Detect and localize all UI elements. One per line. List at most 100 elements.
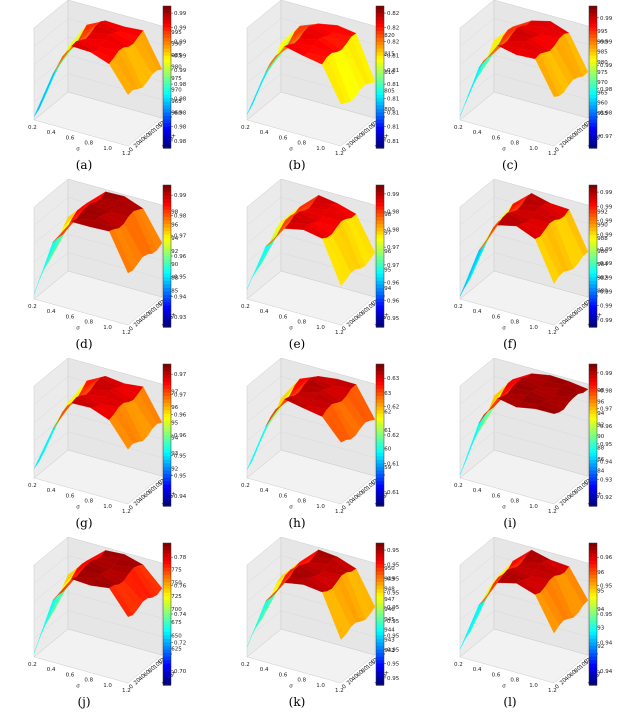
colorbar-band (163, 140, 171, 146)
colorbar-band (163, 667, 171, 672)
colorbar-band (376, 263, 384, 268)
colorbar-band (376, 37, 384, 43)
colorbar-band (163, 438, 171, 443)
colorbar-band (163, 34, 171, 39)
x-tick-label: 0.2 (454, 483, 463, 489)
subplot-caption: (e) (288, 337, 306, 351)
colorbar-band (163, 130, 171, 135)
colorbar-band (589, 560, 597, 565)
z-tick-label: 0.90 (166, 262, 179, 268)
colorbar-tick-label: 0.95 (387, 648, 400, 654)
colorbar-band (589, 424, 597, 429)
subplot-h: 0.63 0.62 0.61 0.60 0.59 0.2 0.4 0.6 0.8 1.0 1.2 σ 0… (213, 358, 426, 537)
x-tick-label: 0.8 (297, 678, 306, 684)
x-tick-label: 0.2 (454, 125, 463, 131)
z-tick-label: 0.943 (379, 638, 395, 644)
x-tick-label: 1.2 (335, 151, 344, 157)
subplot-caption: (b) (288, 158, 306, 172)
colorbar-band (163, 270, 171, 275)
colorbar-tick-label: 0.61 (387, 490, 399, 496)
colorbar-band (589, 195, 597, 200)
colorbar-tick-label: 0.95 (387, 676, 400, 682)
z-tick-label: 0.59 (379, 465, 392, 471)
colorbar-band (163, 653, 171, 658)
colorbar-band (589, 312, 597, 317)
colorbar-band (589, 589, 597, 594)
y-tick-label: 80 (148, 486, 158, 496)
colorbar-band (589, 574, 597, 580)
z-tick-label: 0.88 (166, 275, 179, 281)
colorbar-band (376, 273, 384, 278)
colorbar-band (589, 202, 597, 207)
colorbar-tick-label: 0.98 (174, 125, 187, 131)
colorbar-band (163, 263, 171, 268)
colorbar-band (376, 466, 384, 472)
z-tick-label: 0.805 (379, 88, 395, 94)
surface-plot-9: 0.98 0.96 0.94 0.92 0.90 0.88 0.86 0.84 0.2 0.4 0.… (454, 358, 613, 515)
colorbar-band (589, 140, 597, 146)
colorbar-tick-label: 0.93 (600, 477, 613, 483)
colorbar-band (163, 101, 171, 106)
colorbar-band (376, 427, 384, 433)
colorbar-band (376, 6, 384, 11)
colorbar-tick-label: 0.95 (174, 474, 187, 480)
colorbar-band (163, 456, 171, 461)
colorbar-tick-label: 0.81 (387, 111, 399, 117)
colorbar-band (589, 385, 597, 390)
colorbar-tick-label: 0.99 (600, 318, 613, 324)
colorbar-band (589, 564, 597, 569)
colorbar-band (163, 488, 171, 493)
colorbar-band (163, 312, 171, 317)
colorbar-tick-label: 0.96 (174, 413, 187, 419)
colorbar-band (589, 277, 597, 282)
y-tick-label: 20 (133, 319, 143, 329)
colorbar-band (376, 477, 384, 482)
colorbar-band (376, 59, 384, 64)
colorbar-band (163, 37, 171, 43)
colorbar-band (376, 48, 384, 53)
colorbar-tick-label: 0.72 (174, 640, 186, 646)
subplot-f: 0.992 0.990 0.988 0.986 0.984 0.982 0.980 0.2 0.… (426, 179, 639, 358)
colorbar-tick-label: 0.98 (387, 227, 400, 233)
z-tick-label: 0.84 (592, 468, 605, 474)
colorbar-band (589, 62, 597, 67)
z-tick-label: 0.975 (166, 76, 182, 82)
y-tick-label: 80 (361, 665, 371, 675)
colorbar-tick-label: 0.76 (174, 584, 187, 590)
colorbar-band (163, 470, 171, 475)
colorbar-band (589, 638, 597, 643)
z-tick-label: 0.985 (166, 53, 182, 59)
colorbar-tick-label: 0.99 (600, 219, 613, 225)
colorbar-band (376, 557, 384, 562)
colorbar-band (376, 259, 384, 264)
colorbar-band (163, 381, 171, 386)
z-tick-label: 0.945 (379, 617, 395, 623)
colorbar-band (376, 34, 384, 39)
colorbar-band (376, 16, 384, 21)
colorbar-band (163, 202, 171, 207)
z-tick-label: 0.985 (592, 50, 608, 56)
surface-plot-1: 0.9950.9900.9850.9800.9750.9700.9650.960… (28, 0, 187, 157)
y-tick-label: 60 (143, 132, 153, 142)
z-tick-label: 0.725 (166, 594, 182, 600)
colorbar-tick-label: 0.99 (174, 25, 187, 31)
gridline (493, 431, 589, 458)
colorbar-band (589, 617, 597, 622)
colorbar-band (589, 220, 597, 225)
x-tick-label: 0.8 (84, 141, 93, 147)
colorbar-band (589, 270, 597, 275)
y-tick-label: 80 (361, 486, 371, 496)
colorbar-band (589, 13, 597, 18)
surface-facet (109, 414, 134, 450)
colorbar-band (589, 610, 597, 615)
z-tick-label: 0.984 (592, 262, 608, 268)
colorbar-band (163, 13, 171, 18)
colorbar-band (163, 241, 171, 246)
colorbar-band (376, 495, 384, 500)
colorbar-band (589, 456, 597, 461)
colorbar-band (163, 474, 171, 479)
colorbar-band (589, 224, 597, 229)
z-tick-label: 0.92 (592, 644, 604, 650)
gridline (67, 234, 163, 261)
